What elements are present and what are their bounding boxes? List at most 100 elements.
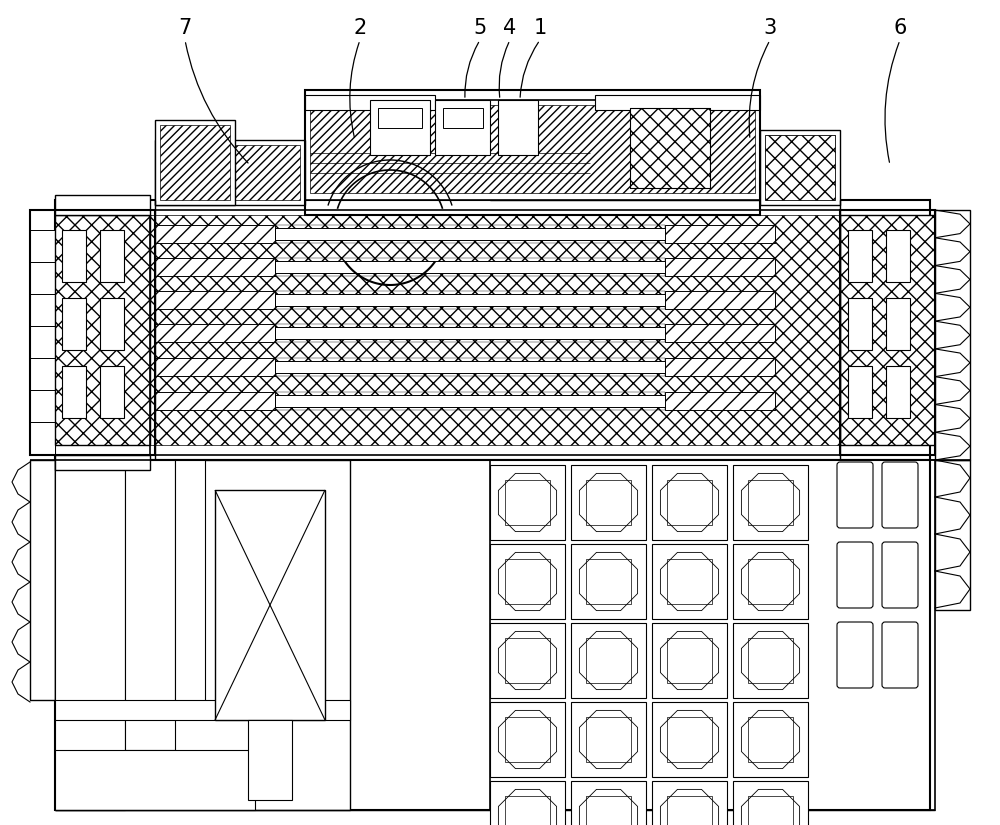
Bar — [586, 559, 631, 604]
Polygon shape — [155, 140, 490, 200]
Bar — [886, 366, 910, 418]
Bar — [665, 324, 775, 342]
Bar — [490, 465, 565, 540]
Bar — [305, 95, 435, 110]
Bar — [665, 324, 775, 342]
Bar — [55, 460, 350, 810]
Bar — [765, 135, 835, 200]
Bar — [100, 230, 124, 282]
FancyBboxPatch shape — [837, 622, 873, 688]
Bar — [665, 225, 775, 243]
Bar — [935, 210, 970, 460]
Bar — [62, 298, 86, 350]
Bar — [55, 460, 930, 810]
Bar — [275, 395, 665, 407]
Bar — [155, 140, 305, 205]
Text: 1: 1 — [533, 18, 547, 38]
Bar — [667, 796, 712, 825]
Bar — [665, 258, 775, 276]
Bar — [175, 460, 205, 710]
Text: 6: 6 — [893, 18, 907, 38]
Bar — [652, 702, 727, 777]
Bar — [305, 90, 760, 215]
Bar — [55, 460, 125, 810]
Bar — [665, 291, 775, 309]
Bar — [652, 781, 727, 825]
Bar — [667, 559, 712, 604]
FancyBboxPatch shape — [882, 462, 918, 528]
Bar — [55, 195, 150, 215]
Bar — [667, 638, 712, 683]
Bar — [310, 105, 755, 193]
Bar — [155, 225, 275, 243]
Bar — [30, 326, 55, 358]
Bar — [100, 298, 124, 350]
Bar — [62, 366, 86, 418]
Bar — [505, 796, 550, 825]
Bar — [652, 623, 727, 698]
Bar — [748, 796, 793, 825]
Bar — [160, 145, 300, 200]
Bar — [275, 327, 665, 339]
Text: 4: 4 — [503, 18, 517, 38]
Bar — [275, 324, 665, 342]
Bar — [760, 130, 840, 205]
Bar — [275, 228, 665, 240]
Bar — [505, 559, 550, 604]
Bar — [378, 108, 422, 128]
Bar — [733, 623, 808, 698]
Bar — [667, 717, 712, 762]
Bar — [733, 702, 808, 777]
Bar — [155, 324, 275, 342]
Bar — [155, 358, 275, 376]
Bar — [150, 215, 840, 445]
Bar — [748, 638, 793, 683]
Bar — [505, 638, 550, 683]
Bar — [155, 258, 275, 276]
Bar — [571, 544, 646, 619]
Bar — [30, 390, 55, 422]
Bar — [30, 422, 55, 454]
Bar — [840, 210, 935, 455]
Bar — [155, 392, 275, 410]
Bar — [275, 261, 665, 273]
Bar — [490, 460, 935, 810]
Bar — [55, 200, 930, 460]
Bar — [586, 717, 631, 762]
Bar — [665, 358, 775, 376]
Bar — [55, 215, 150, 445]
Bar — [443, 108, 483, 128]
Bar — [498, 100, 538, 155]
Bar — [125, 460, 175, 750]
Bar — [305, 100, 760, 200]
FancyBboxPatch shape — [882, 542, 918, 608]
Bar — [150, 210, 840, 455]
Bar — [155, 291, 275, 309]
Bar — [55, 700, 350, 720]
Bar — [275, 258, 665, 276]
Bar — [886, 298, 910, 350]
Bar — [155, 225, 275, 243]
Bar — [215, 490, 325, 720]
Bar — [630, 108, 710, 188]
Bar — [55, 455, 150, 470]
Bar — [840, 215, 935, 445]
Bar — [595, 95, 760, 110]
Bar — [840, 215, 935, 445]
Bar — [275, 225, 665, 243]
Bar — [848, 230, 872, 282]
Bar — [652, 465, 727, 540]
Bar — [586, 480, 631, 525]
Bar — [155, 291, 275, 309]
Bar — [571, 702, 646, 777]
Bar — [275, 291, 665, 309]
Bar — [652, 544, 727, 619]
Bar — [155, 258, 275, 276]
Bar — [160, 125, 230, 200]
Bar — [30, 210, 155, 455]
Bar — [630, 108, 710, 188]
Bar — [275, 361, 665, 373]
Bar — [665, 392, 775, 410]
Bar — [490, 781, 565, 825]
Bar — [665, 392, 775, 410]
